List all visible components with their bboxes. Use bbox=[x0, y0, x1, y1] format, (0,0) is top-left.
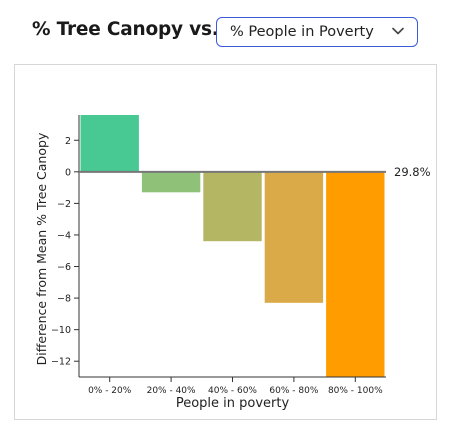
metric-select[interactable]: % People in Poverty bbox=[216, 17, 418, 47]
y-tick-label: −4 bbox=[57, 230, 71, 241]
y-tick-label: −8 bbox=[57, 294, 71, 305]
bar-3 bbox=[203, 171, 262, 242]
x-tick-label: 80% - 100% bbox=[328, 386, 383, 396]
metric-select-value: % People in Poverty bbox=[230, 24, 374, 40]
chart-panel: 2 0 −2 −4 −6 −8 −10 −12 0% - 20% 20% - 40% 40% - 6… bbox=[14, 64, 437, 420]
baseline-label: 29.8% bbox=[394, 165, 431, 179]
y-tick-label: −2 bbox=[57, 199, 71, 210]
page-title: % Tree Canopy vs. bbox=[32, 19, 219, 40]
x-axis-title: People in poverty bbox=[176, 396, 290, 411]
chevron-down-icon bbox=[392, 27, 404, 35]
bar-4 bbox=[264, 171, 324, 303]
y-tick-label: −10 bbox=[51, 325, 71, 336]
y-axis-title: Difference from Mean % Tree Canopy bbox=[34, 132, 49, 365]
bar-5 bbox=[326, 171, 385, 377]
bar-1 bbox=[80, 115, 139, 172]
x-tick-label: 60% - 80% bbox=[269, 386, 318, 396]
bar-chart: 2 0 −2 −4 −6 −8 −10 −12 0% - 20% 20% - 40% 40% - 6… bbox=[34, 115, 431, 411]
x-tick-label: 40% - 60% bbox=[208, 386, 257, 396]
y-tick-label: −12 bbox=[51, 357, 71, 368]
y-tick-label: 0 bbox=[65, 167, 71, 178]
bar-2 bbox=[141, 171, 201, 193]
y-tick-label: −6 bbox=[57, 262, 71, 273]
header: % Tree Canopy vs. % People in Poverty bbox=[0, 16, 455, 50]
x-tick-label: 0% - 20% bbox=[88, 386, 132, 396]
y-tick-label: 2 bbox=[65, 136, 71, 147]
x-tick-label: 20% - 40% bbox=[147, 386, 196, 396]
